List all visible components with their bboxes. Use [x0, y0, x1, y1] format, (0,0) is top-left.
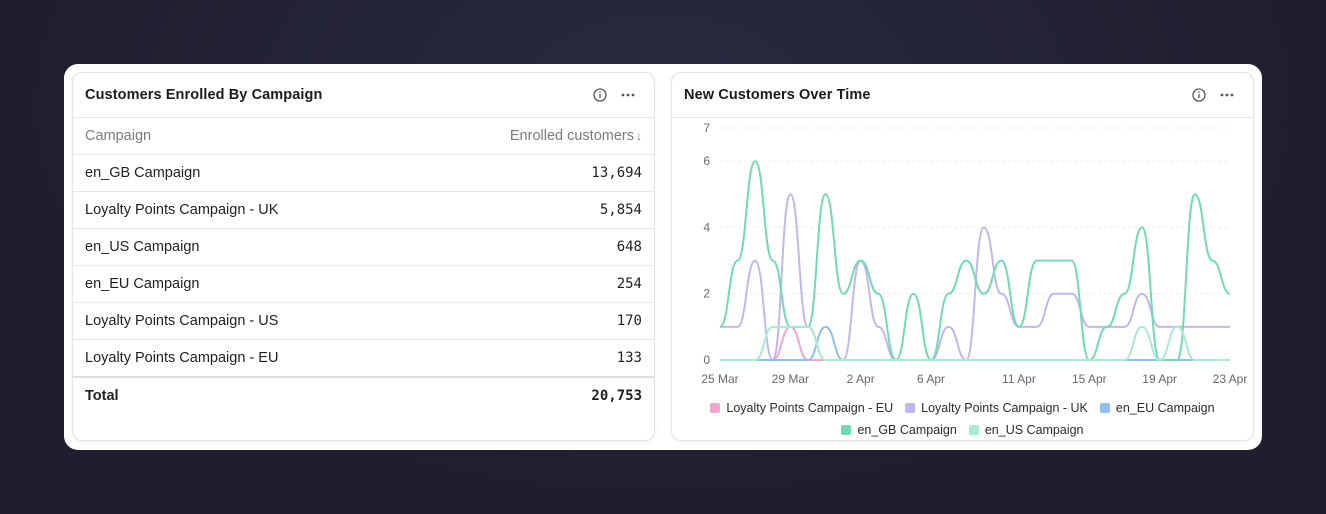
campaign-name: en_US Campaign: [73, 228, 412, 266]
y-tick-label: 4: [703, 220, 710, 234]
legend-label: Loyalty Points Campaign - EU: [726, 401, 894, 415]
enrolled-count: 133: [411, 339, 654, 378]
legend-swatch: [905, 403, 916, 413]
table-row[interactable]: en_US Campaign 648: [73, 228, 654, 266]
enrolled-by-campaign-card: Customers Enrolled By Campaign Campaign …: [72, 72, 655, 441]
legend-item[interactable]: en_EU Campaign: [1099, 401, 1215, 415]
info-icon[interactable]: [1190, 86, 1208, 104]
x-tick-label: 19 Apr: [1142, 372, 1177, 386]
y-tick-label: 6: [703, 154, 710, 168]
more-options-icon[interactable]: [1218, 86, 1236, 104]
x-tick-label: 29 Mar: [772, 372, 809, 386]
line-chart: 0 2 4 6 7 25 Mar 29 Mar 2 Apr 6 Apr 11 Apr 15 Apr 1…: [701, 121, 1248, 386]
series-line: [720, 193, 1230, 362]
enrolled-count: 170: [411, 302, 654, 340]
chart-legend: Loyalty Points Campaign - EU Loyalty Poin…: [672, 401, 1253, 415]
total-value: 20,753: [411, 376, 654, 414]
legend-item[interactable]: Loyalty Points Campaign - EU: [710, 401, 893, 415]
total-label: Total: [73, 376, 412, 414]
legend-label: en_GB Campaign: [857, 423, 957, 437]
column-header-enrolled[interactable]: Enrolled customers ↓: [411, 118, 654, 155]
legend-item[interactable]: en_GB Campaign: [841, 423, 957, 437]
series-line: [719, 160, 1231, 362]
legend-swatch: [1099, 403, 1110, 413]
y-tick-label: 0: [703, 353, 710, 367]
card-header: Customers Enrolled By Campaign: [73, 73, 654, 118]
series-line: [719, 325, 1230, 362]
campaign-name: Loyalty Points Campaign - US: [73, 302, 412, 340]
enrolled-count: 13,694: [411, 154, 654, 192]
y-tick-label: 2: [703, 287, 710, 301]
legend-label: en_EU Campaign: [1115, 401, 1215, 415]
x-tick-label: 23 Apr: [1213, 372, 1248, 386]
table-row[interactable]: en_EU Campaign 254: [73, 265, 654, 303]
campaign-name: en_EU Campaign: [73, 265, 412, 303]
y-tick-label: 7: [703, 121, 710, 135]
enrolled-count: 254: [411, 265, 654, 303]
campaign-name: Loyalty Points Campaign - EU: [73, 339, 412, 378]
legend-label: en_US Campaign: [984, 423, 1084, 437]
column-header-enrolled-label: Enrolled customers: [509, 128, 634, 144]
new-customers-card: New Customers Over Time 0 2 4 6 7 25 Mar 29 Ma…: [671, 72, 1254, 441]
legend-item[interactable]: Loyalty Points Campaign - UK: [905, 401, 1088, 415]
arrow-down-icon: ↓: [636, 129, 642, 143]
campaign-table: Campaign Enrolled customers ↓ en_GB Campa…: [73, 118, 654, 414]
column-header-campaign[interactable]: Campaign: [73, 118, 412, 155]
card-title: New Customers Over Time: [684, 87, 871, 103]
campaign-name: en_GB Campaign: [73, 154, 412, 192]
dashboard-frame: Customers Enrolled By Campaign Campaign …: [64, 64, 1262, 450]
campaign-name: Loyalty Points Campaign - UK: [73, 191, 412, 229]
legend-label: Loyalty Points Campaign - UK: [921, 401, 1088, 415]
enrolled-count: 5,854: [411, 191, 654, 229]
chart-legend: en_GB Campaign en_US Campaign: [672, 423, 1253, 437]
table-row[interactable]: Loyalty Points Campaign - EU 133: [73, 339, 654, 378]
info-icon[interactable]: [591, 86, 609, 104]
card-header: New Customers Over Time: [672, 73, 1253, 118]
table-body: en_GB Campaign 13,694 Loyalty Points Campa…: [73, 154, 654, 414]
legend-swatch: [841, 425, 852, 435]
legend-swatch: [968, 425, 979, 435]
total-row: Total 20,753: [73, 376, 654, 414]
enrolled-count: 648: [411, 228, 654, 266]
table-row[interactable]: Loyalty Points Campaign - US 170: [73, 302, 654, 340]
x-tick-label: 15 Apr: [1072, 372, 1107, 386]
table-row[interactable]: en_GB Campaign 13,694: [73, 154, 654, 192]
more-options-icon[interactable]: [619, 86, 637, 104]
x-tick-label: 6 Apr: [917, 372, 945, 386]
table-header-row: Campaign Enrolled customers ↓: [73, 118, 654, 155]
x-tick-label: 11 Apr: [1002, 372, 1036, 386]
x-tick-label: 25 Mar: [701, 372, 738, 386]
x-tick-label: 2 Apr: [847, 372, 875, 386]
card-title: Customers Enrolled By Campaign: [85, 87, 323, 103]
legend-swatch: [710, 403, 721, 413]
table-row[interactable]: Loyalty Points Campaign - UK 5,854: [73, 191, 654, 229]
legend-item[interactable]: en_US Campaign: [968, 423, 1084, 437]
